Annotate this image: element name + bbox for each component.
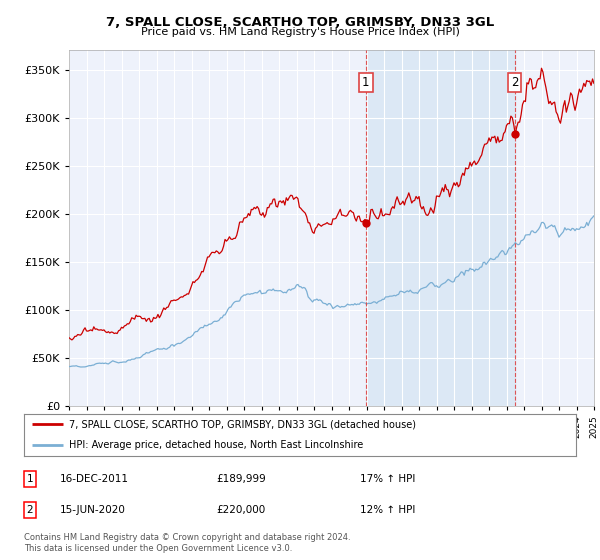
Text: 2: 2: [511, 76, 518, 89]
Text: 15-JUN-2020: 15-JUN-2020: [60, 505, 126, 515]
Text: HPI: Average price, detached house, North East Lincolnshire: HPI: Average price, detached house, Nort…: [69, 441, 364, 450]
Text: 1: 1: [362, 76, 370, 89]
Text: £189,999: £189,999: [216, 474, 266, 484]
Text: 12% ↑ HPI: 12% ↑ HPI: [360, 505, 415, 515]
Text: 2: 2: [26, 505, 34, 515]
Text: 17% ↑ HPI: 17% ↑ HPI: [360, 474, 415, 484]
Text: 7, SPALL CLOSE, SCARTHO TOP, GRIMSBY, DN33 3GL: 7, SPALL CLOSE, SCARTHO TOP, GRIMSBY, DN…: [106, 16, 494, 29]
Text: Contains HM Land Registry data © Crown copyright and database right 2024.
This d: Contains HM Land Registry data © Crown c…: [24, 533, 350, 553]
Text: 16-DEC-2011: 16-DEC-2011: [60, 474, 129, 484]
Text: £220,000: £220,000: [216, 505, 265, 515]
Text: 1: 1: [26, 474, 34, 484]
Text: Price paid vs. HM Land Registry's House Price Index (HPI): Price paid vs. HM Land Registry's House …: [140, 27, 460, 37]
Text: 7, SPALL CLOSE, SCARTHO TOP, GRIMSBY, DN33 3GL (detached house): 7, SPALL CLOSE, SCARTHO TOP, GRIMSBY, DN…: [69, 419, 416, 430]
Bar: [366, 50, 515, 406]
